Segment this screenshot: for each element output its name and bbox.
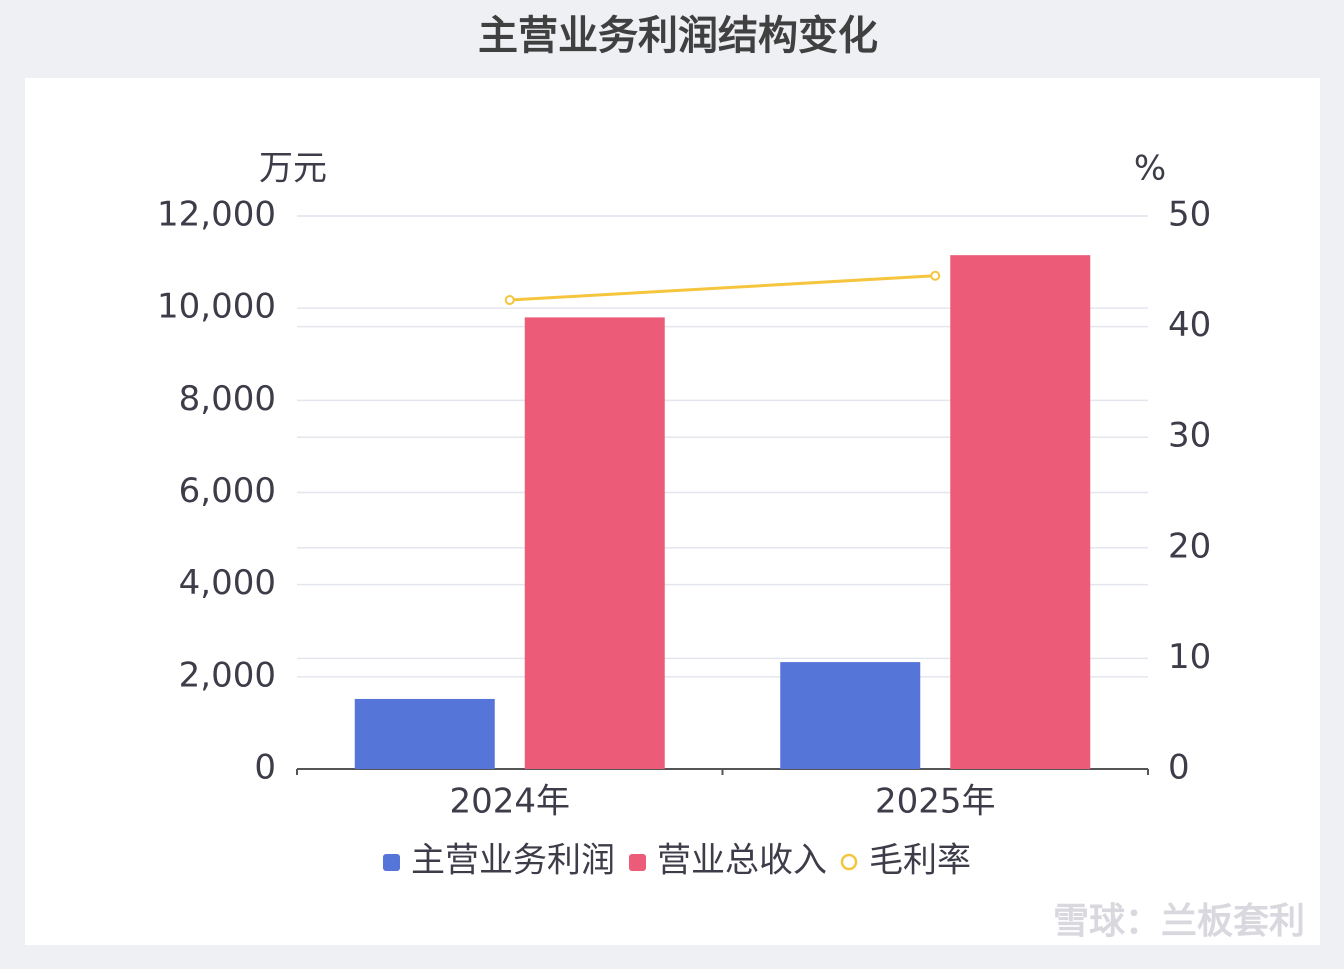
y-tick-label: 0 [254,748,276,788]
y2-tick-label: 0 [1168,748,1190,788]
y-tick-label: 12,000 [157,195,276,235]
x-tick-label: 2024年 [449,782,570,822]
bar [780,662,921,769]
y2-tick-label: 40 [1168,305,1211,345]
y-tick-label: 10,000 [157,287,276,327]
y-tick-label: 8,000 [179,379,276,419]
y2-axis-label: % [1134,149,1166,189]
y-tick-label: 4,000 [179,563,276,603]
y2-tick-label: 20 [1168,526,1211,566]
legend-label: 营业总收入 [657,841,827,881]
y2-tick-label: 30 [1168,416,1211,456]
bar [524,317,665,769]
chart-title: 主营业务利润结构变化 [478,13,878,59]
panel [25,78,1320,945]
legend-marker [840,853,858,871]
y-tick-label: 6,000 [179,471,276,511]
x-tick-label: 2025年 [875,782,996,822]
bar [950,255,1091,769]
y2-tick-label: 10 [1168,637,1211,677]
bar [354,698,495,769]
line-point [930,270,941,281]
legend-label: 主营业务利润 [411,841,615,881]
legend-label: 毛利率 [869,841,971,881]
watermark: 雪球：兰板套利 [1053,901,1305,942]
y-tick-label: 2,000 [179,655,276,695]
legend-marker [629,854,646,871]
line [509,274,936,302]
y-axis-label: 万元 [259,149,327,189]
line-point [504,295,515,306]
y2-tick-label: 50 [1168,195,1211,235]
legend-marker [383,854,400,871]
